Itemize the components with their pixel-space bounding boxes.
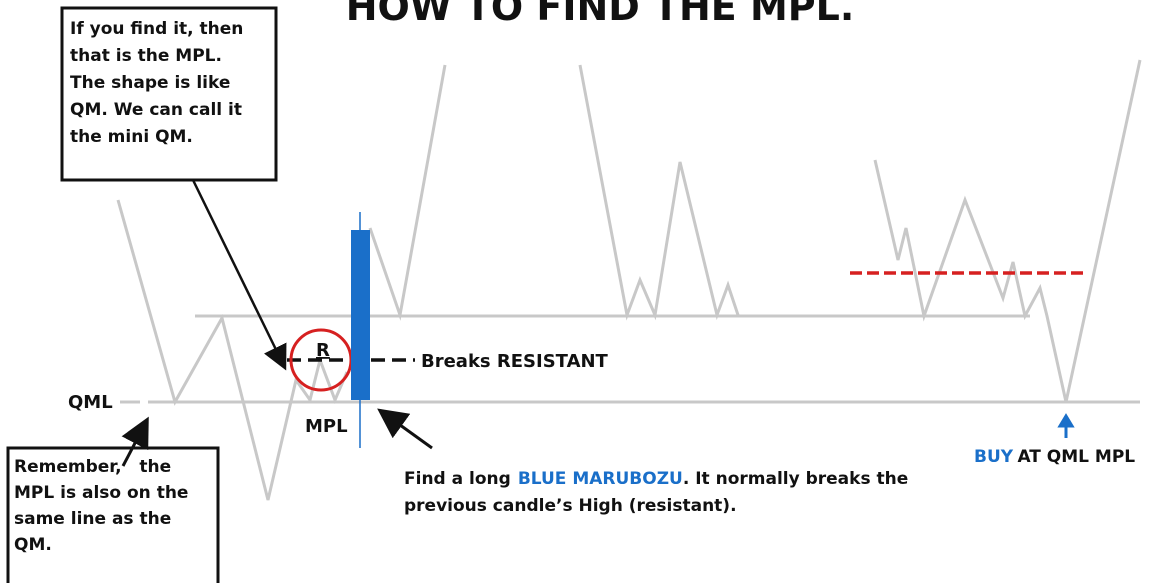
title: HOW TO FIND THE MPL. [346, 0, 855, 29]
callout-line: Remember, the [14, 457, 171, 477]
callout-line: the mini QM. [70, 127, 193, 147]
callout-text: Remember, the MPL is also on the same line… [14, 457, 188, 555]
callout-text: If you find it, then that is the MPL. The … [70, 19, 243, 147]
callout-line: If you find it, then [70, 19, 243, 39]
price-path [116, 59, 1142, 501]
callout-box [6, 446, 220, 583]
arrow [377, 408, 433, 450]
buy-label: BUY AT QML MPL [974, 447, 1135, 467]
breaks-label: Breaks RESISTANT [421, 351, 609, 372]
arrow [191, 179, 287, 371]
buy-arrow [1057, 413, 1075, 438]
callout-line: that is the MPL. [70, 46, 222, 66]
blue-marubozu [351, 230, 370, 400]
note-line: Find a long BLUE MARUBOZU. It normally br… [404, 469, 908, 489]
arrow [121, 416, 149, 467]
note-text: Find a long [404, 469, 511, 489]
callout-line: same line as the [14, 509, 171, 529]
mpl-label: MPL [305, 416, 348, 437]
qml-label: QML [68, 392, 113, 413]
callout-box [60, 6, 278, 182]
callout-line: QM. We can call it [70, 100, 242, 120]
callout-line: MPL is also on the [14, 483, 188, 503]
note-line: previous candle’s High (resistant). [404, 496, 737, 516]
note-highlight: BLUE MARUBOZU [518, 469, 683, 489]
callout-line: The shape is like [70, 73, 230, 93]
callout-line: QM. [14, 535, 52, 555]
r-label: R [316, 340, 330, 361]
note-text: . It normally breaks the [683, 469, 908, 489]
buy-highlight: BUY [974, 447, 1014, 467]
buy-text: AT QML MPL [1017, 447, 1135, 467]
